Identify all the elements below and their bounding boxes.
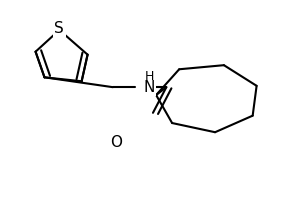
Text: S: S: [55, 21, 64, 36]
Text: N: N: [144, 80, 155, 95]
Text: H: H: [145, 70, 154, 83]
Text: O: O: [110, 135, 122, 150]
